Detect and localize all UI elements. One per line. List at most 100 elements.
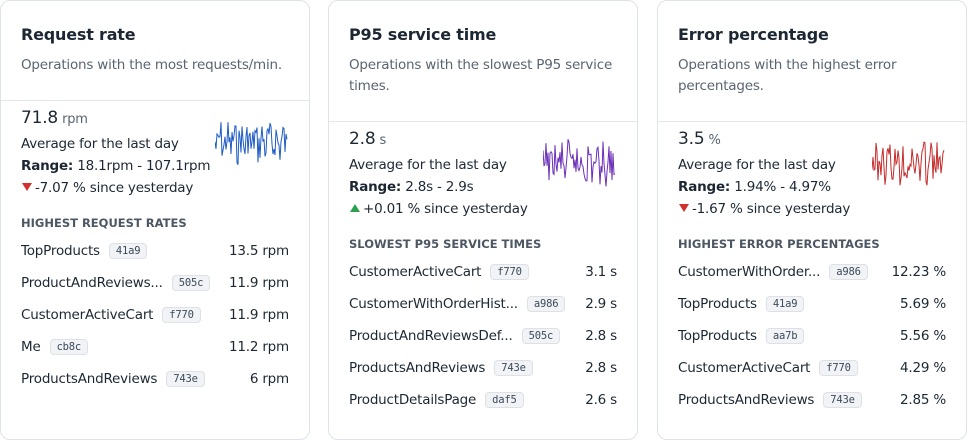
operation-row: ProductsAndReviews 743e 2.8 s: [349, 352, 617, 384]
operation-row: CustomerWithOrder... a986 12.23 %: [678, 256, 946, 288]
metric: 2.8 s: [349, 126, 617, 154]
card-subtitle: Operations with the slowest P95 service …: [349, 57, 613, 94]
operation-name: ProductAndReviews...: [21, 275, 163, 291]
operation-hash: cb8c: [49, 339, 89, 355]
operation-hash: a986: [829, 264, 868, 280]
range-value: 18.1rpm - 107.1rpm: [77, 158, 211, 174]
range-label: Range:: [678, 179, 731, 195]
operation-hash: aa7b: [765, 328, 805, 344]
section-header: SLOWEST P95 SERVICE TIMES: [349, 237, 542, 251]
sparkline-path: [215, 122, 288, 165]
operation-hash: 505c: [521, 328, 561, 344]
operation-value: 13.5 rpm: [228, 243, 289, 259]
operation-value: 2.6 s: [585, 392, 617, 408]
sparkline: [215, 122, 288, 165]
operation-row: ProductsAndReviews 743e 6 rpm: [21, 363, 289, 395]
change: -1.67 % since yesterday: [678, 198, 946, 220]
card: P95 service time Operations with the slow…: [328, 0, 638, 440]
operation-hash: daf5: [485, 392, 524, 408]
operation-row: CustomerActiveCart f770 4.29 %: [678, 352, 946, 384]
range: Range: 1.94% - 4.97%: [678, 176, 946, 198]
sparkline: [872, 141, 945, 186]
card-header: P95 service time Operations with the slow…: [329, 1, 637, 122]
operation-row: Me cb8c 11.2 rpm: [21, 331, 289, 363]
operation-row: TopProducts 41a9 13.5 rpm: [21, 235, 289, 267]
caption: Average for the last day: [349, 157, 507, 173]
metric-unit: rpm: [62, 112, 88, 127]
operation-row: ProductsAndReviews 743e 2.85 %: [678, 384, 946, 416]
operation-hash: 41a9: [765, 296, 805, 312]
operation-name: ProductsAndReviews: [21, 371, 158, 387]
metric: 3.5%: [678, 126, 946, 154]
card-header: Request rate Operations with the most req…: [1, 1, 309, 101]
operation-hash: 743e: [166, 371, 205, 387]
range-value: 2.8s - 2.9s: [405, 179, 474, 195]
operation-row: ProductAndReviewsDef... 505c 2.8 s: [349, 320, 617, 352]
operation-value: 5.69 %: [900, 296, 946, 312]
operation-name: ProductsAndReviews: [349, 360, 486, 376]
operation-name: TopProducts: [21, 243, 100, 259]
card-title: Error percentage: [678, 25, 829, 44]
operation-name: CustomerActiveCart: [349, 264, 482, 280]
operation-value: 5.56 %: [900, 328, 946, 344]
card-body: 2.8 s Average for the last day Range: 2.8s …: [329, 122, 637, 416]
operation-row: TopProducts 41a9 5.69 %: [678, 288, 946, 320]
change: +0.01 % since yesterday: [349, 198, 617, 220]
operation-row: CustomerActiveCart f770 3.1 s: [349, 256, 617, 288]
sparkline-path: [543, 139, 616, 187]
change-text: -7.07 % since yesterday: [35, 180, 194, 196]
card-subtitle: Operations with the most requests/min.: [21, 57, 282, 73]
operation-row: ProductDetailsPage daf5 2.6 s: [349, 384, 617, 416]
trend-icon: [22, 183, 32, 191]
operation-name: ProductDetailsPage: [349, 392, 477, 408]
operation-row: ProductAndReviews... 505c 11.9 rpm: [21, 267, 289, 299]
sparkline: [543, 139, 616, 187]
operation-name: TopProducts: [678, 328, 757, 344]
operation-hash: 743e: [494, 360, 533, 376]
operation-value: 2.85 %: [900, 392, 946, 408]
operation-row: TopProducts aa7b 5.56 %: [678, 320, 946, 352]
change-text: +0.01 % since yesterday: [363, 201, 528, 217]
operation-hash: a986: [526, 296, 566, 312]
operation-hash: 505c: [171, 275, 211, 291]
range: Range: 2.8s - 2.9s: [349, 176, 617, 198]
operation-name: ProductsAndReviews: [678, 392, 815, 408]
operation-value: 6 rpm: [249, 371, 289, 387]
range-label: Range:: [349, 179, 402, 195]
operation-name: ProductAndReviewsDef...: [349, 328, 513, 344]
operation-name: Me: [21, 339, 41, 355]
card-title: P95 service time: [349, 25, 497, 44]
card: Error percentage Operations with the high…: [657, 0, 967, 440]
metric: 71.8 rpm: [21, 105, 289, 133]
change: -7.07 % since yesterday: [21, 177, 289, 199]
operation-row: CustomerActiveCart f770 11.9 rpm: [21, 299, 289, 331]
card-header: Error percentage Operations with the high…: [658, 1, 966, 122]
operation-name: TopProducts: [678, 296, 757, 312]
section-header: HIGHEST ERROR PERCENTAGES: [678, 237, 880, 251]
trend-icon: [350, 204, 360, 212]
change-text: -1.67 % since yesterday: [692, 201, 851, 217]
card-body: 3.5% Average for the last day Range: 1.94%…: [658, 122, 966, 416]
operation-value: 12.23 %: [891, 264, 947, 280]
operation-value: 2.8 s: [585, 328, 617, 344]
operation-value: 4.29 %: [900, 360, 946, 376]
trend-icon: [679, 204, 689, 212]
metric-unit: %: [708, 133, 721, 148]
operation-row: CustomerWithOrderHist... a986 2.9 s: [349, 288, 617, 320]
metric-value: 2.8: [349, 129, 376, 149]
operation-hash: f770: [819, 360, 858, 376]
card-body: 71.8 rpm Average for the last day Range: 18…: [1, 101, 309, 395]
sparkline-path: [872, 141, 945, 186]
range: Range: 18.1rpm - 107.1rpm: [21, 155, 289, 177]
operation-hash: 743e: [823, 392, 862, 408]
operation-name: CustomerActiveCart: [21, 307, 154, 323]
metric-unit: s: [379, 133, 387, 148]
operation-value: 2.8 s: [585, 360, 617, 376]
card: Request rate Operations with the most req…: [0, 0, 310, 440]
operation-value: 11.9 rpm: [228, 275, 289, 291]
range-value: 1.94% - 4.97%: [734, 179, 831, 195]
operation-value: 2.9 s: [585, 296, 617, 312]
range-label: Range:: [21, 158, 74, 174]
card-title: Request rate: [21, 25, 136, 44]
